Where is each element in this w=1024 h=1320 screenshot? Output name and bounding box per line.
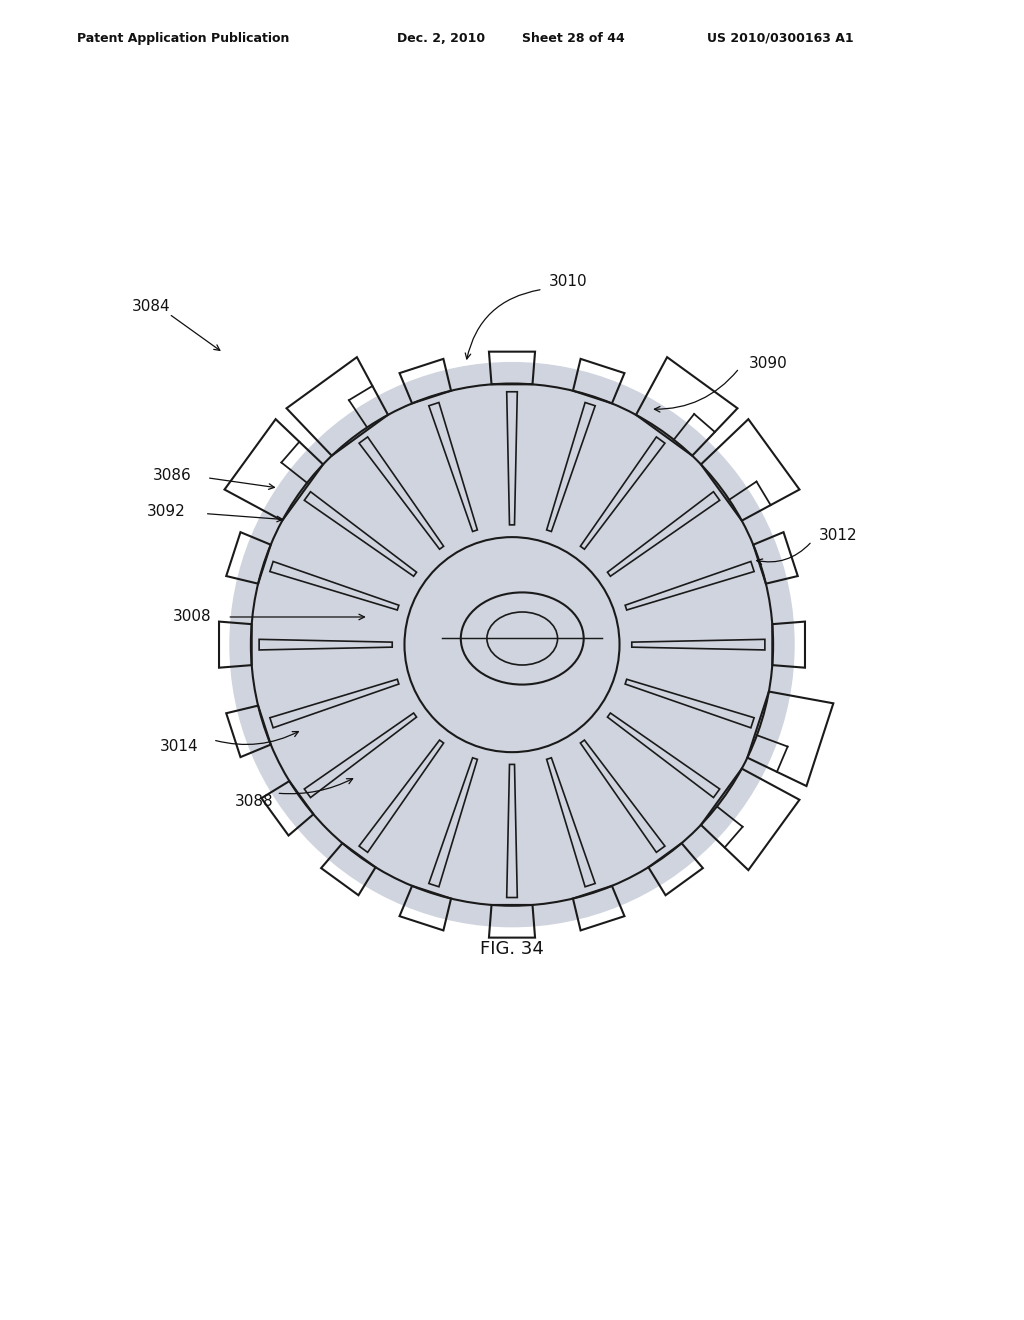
Text: 3010: 3010 — [549, 273, 588, 289]
Text: 3088: 3088 — [234, 793, 273, 809]
Circle shape — [230, 363, 794, 927]
Text: 3086: 3086 — [153, 469, 191, 483]
Text: Patent Application Publication: Patent Application Publication — [77, 32, 289, 45]
Text: Sheet 28 of 44: Sheet 28 of 44 — [522, 32, 625, 45]
Text: 3084: 3084 — [132, 300, 171, 314]
Text: 3090: 3090 — [749, 355, 787, 371]
Text: 3012: 3012 — [818, 528, 857, 543]
Text: US 2010/0300163 A1: US 2010/0300163 A1 — [707, 32, 853, 45]
Text: 3014: 3014 — [160, 738, 199, 754]
Text: Dec. 2, 2010: Dec. 2, 2010 — [397, 32, 485, 45]
Text: 3008: 3008 — [173, 610, 212, 624]
Text: FIG. 34: FIG. 34 — [480, 940, 544, 958]
Text: 3092: 3092 — [146, 504, 185, 519]
